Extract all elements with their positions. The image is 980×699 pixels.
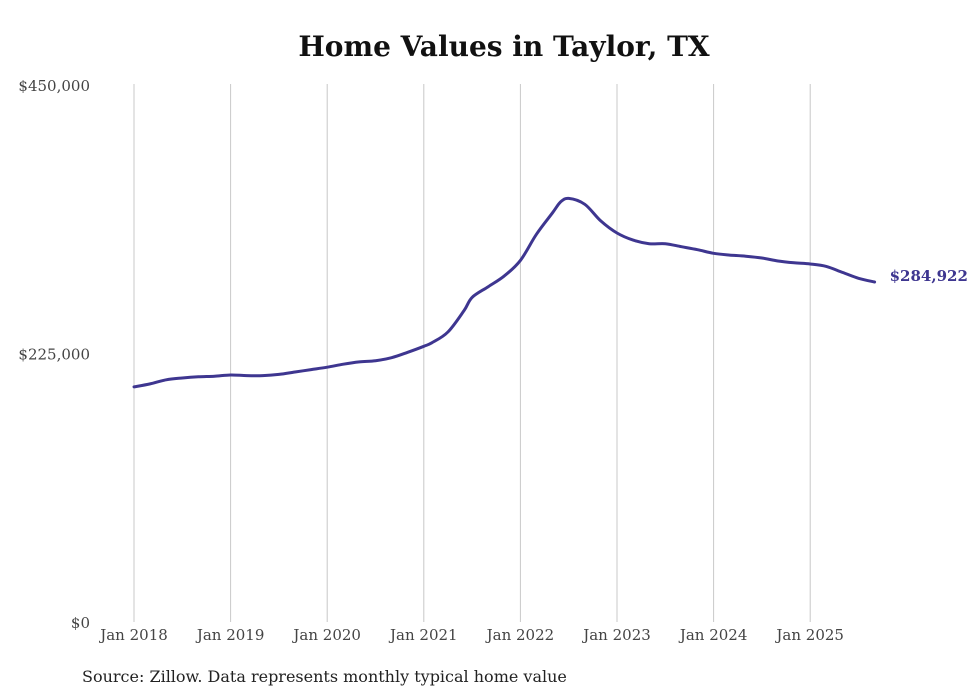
- x-tick-label: Jan 2018: [98, 626, 168, 644]
- source-note: Source: Zillow. Data represents monthly …: [82, 667, 567, 686]
- x-tick-label: Jan 2019: [195, 626, 265, 644]
- x-tick-label: Jan 2021: [388, 626, 458, 644]
- y-tick-label: $0: [71, 614, 90, 632]
- y-axis-tick-labels: $0 $225,000 $450,000: [18, 77, 90, 632]
- x-tick-label: Jan 2020: [291, 626, 361, 644]
- latest-value-label: $284,922: [890, 267, 968, 285]
- x-axis-tick-labels: Jan 2018 Jan 2019 Jan 2020 Jan 2021 Jan 2022…: [98, 626, 844, 644]
- y-tick-label: $450,000: [18, 77, 90, 95]
- x-tick-label: Jan 2024: [678, 626, 748, 644]
- chart-title: Home Values in Taylor, TX: [298, 30, 710, 63]
- vertical-gridlines: [133, 84, 811, 622]
- x-tick-label: Jan 2022: [485, 626, 555, 644]
- x-tick-label: Jan 2025: [774, 626, 844, 644]
- y-tick-label: $225,000: [18, 346, 90, 364]
- x-tick-label: Jan 2023: [581, 626, 651, 644]
- home-value-line: [132, 196, 877, 389]
